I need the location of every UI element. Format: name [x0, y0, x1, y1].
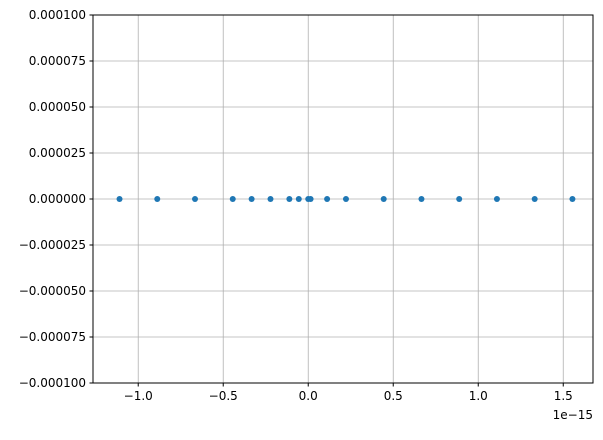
- data-point: [154, 196, 161, 202]
- data-point: [418, 196, 425, 202]
- y-tick-label: 0.000100: [29, 8, 86, 22]
- grid: [93, 14, 593, 384]
- data-point: [324, 196, 331, 202]
- y-axis: 0.000100 0.000075 0.000050 0.000025 0.000000…: [19, 8, 93, 390]
- data-point: [493, 196, 500, 202]
- data-point: [569, 196, 576, 202]
- x-tick-label: 0.5: [384, 389, 403, 403]
- data-point: [342, 196, 349, 202]
- data-point: [192, 196, 199, 202]
- x-axis: −1.0 −0.5 0.0 0.5 1.0 1.5: [124, 383, 573, 403]
- y-tick-label: 0.000075: [29, 54, 86, 68]
- data-point: [531, 196, 538, 202]
- y-tick-label: 0.000050: [29, 100, 86, 114]
- x-tick-label: −0.5: [209, 389, 238, 403]
- data-point: [229, 196, 236, 202]
- data-point: [307, 196, 314, 202]
- data-point: [456, 196, 463, 202]
- y-tick-label: −0.000050: [19, 284, 86, 298]
- y-tick-label: 0.000025: [29, 146, 86, 160]
- data-points: [116, 196, 576, 202]
- x-tick-label: 1.0: [469, 389, 488, 403]
- data-point: [116, 196, 123, 202]
- data-point: [380, 196, 387, 202]
- y-tick-label: −0.000100: [19, 376, 86, 390]
- x-offset-label: 1e−15: [553, 408, 593, 422]
- y-tick-label: −0.000075: [19, 330, 86, 344]
- x-tick-label: 0.0: [299, 389, 318, 403]
- x-tick-label: 1.5: [554, 389, 573, 403]
- y-tick-label: 0.000000: [29, 192, 86, 206]
- x-tick-label: −1.0: [124, 389, 153, 403]
- y-tick-label: −0.000025: [19, 238, 86, 252]
- data-point: [248, 196, 255, 202]
- data-point: [295, 196, 302, 202]
- data-point: [267, 196, 274, 202]
- data-point: [286, 196, 293, 202]
